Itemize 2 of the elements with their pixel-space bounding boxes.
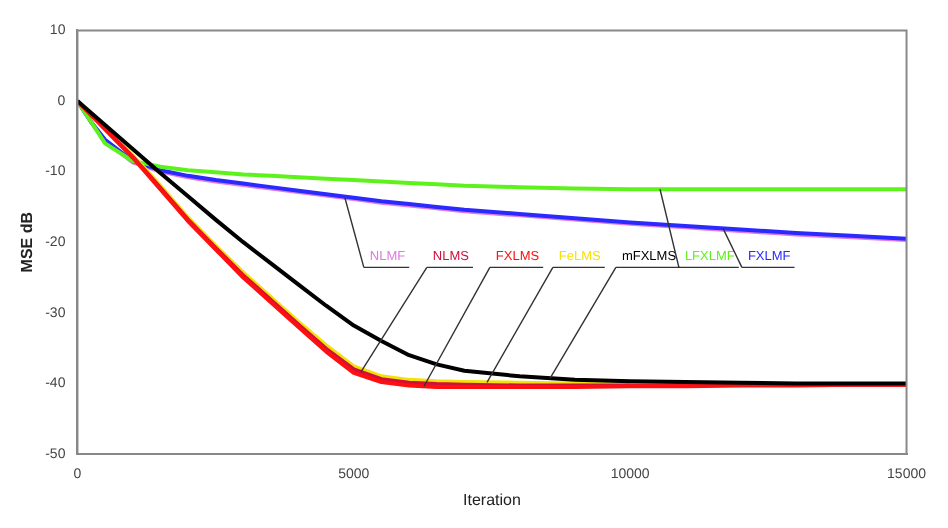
y-axis-title: MSE dB: [18, 211, 37, 273]
x-axis-title: Iteration: [463, 490, 521, 509]
